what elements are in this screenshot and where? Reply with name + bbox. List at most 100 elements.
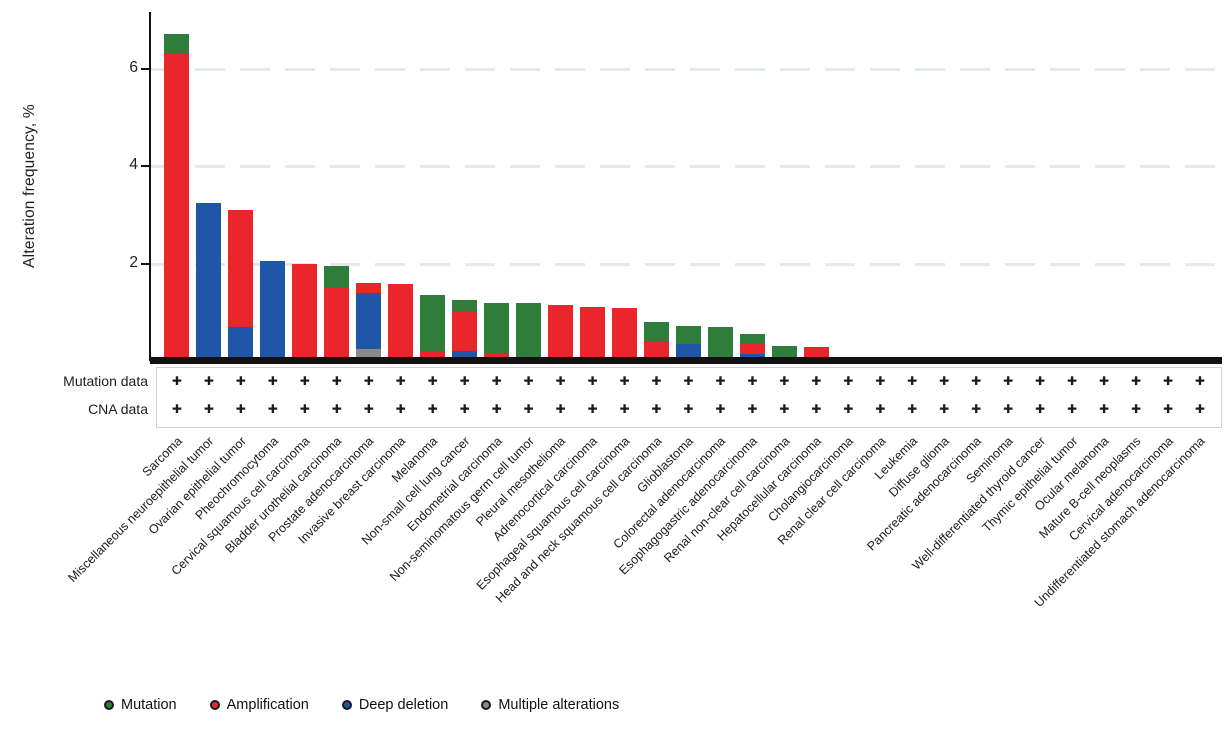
- bar-non-seminomatous-germ-cell-tumor[interactable]: [516, 303, 542, 361]
- bar-endometrial-carcinoma[interactable]: [484, 302, 510, 361]
- deep-deletion-segment[interactable]: [452, 351, 478, 361]
- mutation-segment[interactable]: [420, 295, 446, 352]
- cna-data-plus: ✚: [331, 402, 342, 416]
- amplification-segment[interactable]: [420, 351, 446, 361]
- y-tick-mark: [141, 165, 150, 167]
- data-availability-box: [156, 367, 1222, 428]
- deep-deletion-segment[interactable]: [196, 202, 222, 361]
- mutation-data-plus: ✚: [683, 374, 694, 388]
- amplification-segment[interactable]: [548, 304, 574, 361]
- bar-miscellaneous-neuroepithelial-tumor[interactable]: [196, 202, 222, 361]
- cna-data-plus: ✚: [1003, 402, 1014, 416]
- mutation-segment[interactable]: [739, 334, 765, 344]
- bar-pheochromocytoma[interactable]: [260, 261, 286, 361]
- mutation-data-plus: ✚: [715, 374, 726, 388]
- mutation-data-plus: ✚: [491, 374, 502, 388]
- y-tick-label: 2: [129, 253, 138, 271]
- mutation-data-plus: ✚: [779, 374, 790, 388]
- mutation-data-plus: ✚: [171, 374, 182, 388]
- bar-prostate-adenocarcinoma[interactable]: [356, 283, 382, 361]
- amplification-segment[interactable]: [324, 287, 350, 361]
- cna-data-row-label: CNA data: [88, 401, 148, 417]
- bar-pleural-mesothelioma[interactable]: [548, 304, 574, 361]
- mutation-data-plus: ✚: [651, 374, 662, 388]
- mutation-segment[interactable]: [484, 302, 510, 353]
- mutation-segment[interactable]: [164, 34, 190, 54]
- cna-data-plus: ✚: [939, 402, 950, 416]
- mutation-data-plus: ✚: [619, 374, 630, 388]
- gridline: [150, 67, 1222, 71]
- mutation-data-plus: ✚: [203, 374, 214, 388]
- amplification-segment[interactable]: [611, 308, 637, 361]
- deep-deletion-segment[interactable]: [675, 343, 701, 361]
- amplification-segment[interactable]: [228, 209, 254, 327]
- mutation-data-row-label: Mutation data: [63, 373, 148, 389]
- amplification-segment[interactable]: [164, 53, 190, 361]
- legend-dot-icon: [104, 700, 114, 710]
- mutation-data-plus: ✚: [523, 374, 534, 388]
- bar-melanoma[interactable]: [420, 295, 446, 361]
- cna-data-plus: ✚: [171, 402, 182, 416]
- legend-label: Mutation: [121, 697, 177, 713]
- mutation-segment[interactable]: [707, 327, 733, 361]
- y-tick-label: 4: [129, 156, 138, 174]
- mutation-data-plus: ✚: [235, 374, 246, 388]
- legend-item-amplification: Amplification: [209, 697, 309, 713]
- mutation-segment[interactable]: [643, 322, 669, 342]
- amplification-segment[interactable]: [452, 311, 478, 352]
- bar-sarcoma[interactable]: [164, 34, 190, 361]
- bar-ovarian-epithelial-tumor[interactable]: [228, 209, 254, 361]
- amplification-segment[interactable]: [739, 343, 765, 354]
- mutation-data-plus: ✚: [971, 374, 982, 388]
- cna-data-plus: ✚: [587, 402, 598, 416]
- mutation-segment[interactable]: [324, 265, 350, 288]
- cna-data-plus: ✚: [907, 402, 918, 416]
- amplification-segment[interactable]: [484, 352, 510, 361]
- gridline: [150, 165, 1222, 168]
- cna-data-plus: ✚: [203, 402, 214, 416]
- legend-label: Amplification: [226, 697, 309, 713]
- bar-head-and-neck-squamous-cell-carcinoma[interactable]: [643, 322, 669, 361]
- mutation-data-plus: ✚: [843, 374, 854, 388]
- mutation-segment[interactable]: [516, 303, 542, 361]
- mutation-segment[interactable]: [452, 300, 478, 312]
- legend-dot-icon: [481, 700, 492, 710]
- legend-item-mutation: Mutation: [104, 697, 177, 713]
- mutation-data-plus: ✚: [331, 374, 342, 388]
- deep-deletion-segment[interactable]: [260, 261, 286, 361]
- mutation-data-plus: ✚: [555, 374, 566, 388]
- mutation-segment[interactable]: [675, 325, 701, 344]
- bar-bladder-urothelial-carcinoma[interactable]: [324, 265, 350, 361]
- bar-cervical-squamous-cell-carcinoma[interactable]: [292, 263, 318, 361]
- mutation-data-plus: ✚: [811, 374, 822, 388]
- bar-colorectal-adenocarcinoma[interactable]: [707, 327, 733, 361]
- deep-deletion-segment[interactable]: [356, 292, 382, 349]
- bar-glioblastoma[interactable]: [675, 325, 701, 361]
- bar-esophageal-squamous-cell-carcinoma[interactable]: [611, 308, 637, 361]
- amplification-segment[interactable]: [643, 341, 669, 361]
- cna-data-plus: ✚: [715, 402, 726, 416]
- mutation-data-plus: ✚: [459, 374, 470, 388]
- y-tick-mark: [141, 262, 150, 265]
- cna-data-plus: ✚: [235, 402, 246, 416]
- amplification-segment[interactable]: [580, 307, 605, 361]
- bar-non-small-cell-lung-cancer[interactable]: [452, 300, 478, 361]
- legend-label: Deep deletion: [358, 697, 449, 713]
- cna-data-plus: ✚: [811, 402, 822, 416]
- cna-data-plus: ✚: [651, 402, 662, 416]
- bar-invasive-breast-carcinoma[interactable]: [388, 283, 414, 361]
- cna-data-plus: ✚: [747, 402, 758, 416]
- mutation-data-plus: ✚: [875, 374, 886, 388]
- cna-data-plus: ✚: [683, 402, 694, 416]
- cna-data-plus: ✚: [843, 402, 854, 416]
- amplification-segment[interactable]: [356, 283, 382, 293]
- bar-adrenocortical-carcinoma[interactable]: [580, 307, 605, 361]
- mutation-data-plus: ✚: [395, 374, 406, 388]
- deep-deletion-segment[interactable]: [228, 326, 254, 361]
- amplification-segment[interactable]: [292, 263, 318, 361]
- cna-data-plus: ✚: [1035, 402, 1046, 416]
- cna-data-plus: ✚: [555, 402, 566, 416]
- amplification-segment[interactable]: [388, 283, 414, 358]
- mutation-data-plus: ✚: [907, 374, 918, 388]
- cna-data-plus: ✚: [523, 402, 534, 416]
